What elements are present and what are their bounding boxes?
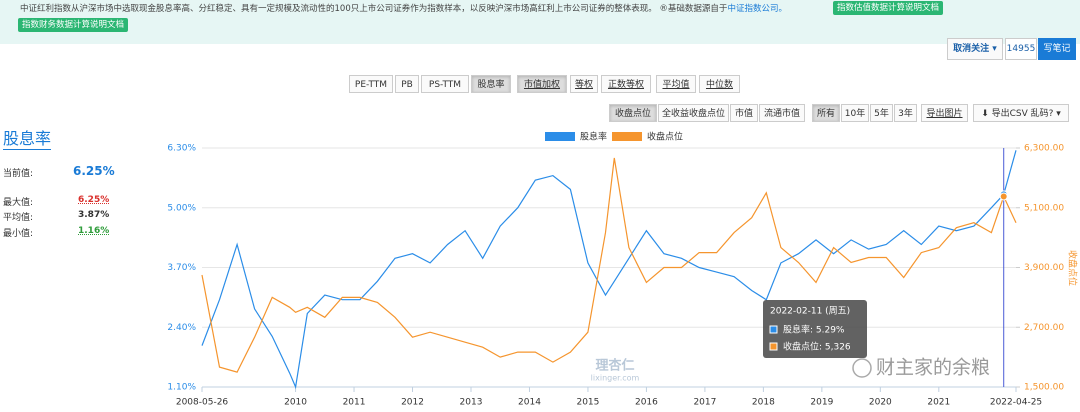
y-tick-label: 2.40% bbox=[167, 323, 196, 333]
follow-count: 14955 bbox=[1005, 38, 1037, 60]
stat-value: 6.25% bbox=[73, 164, 115, 178]
metric-tab[interactable]: PE-TTM bbox=[349, 75, 393, 93]
metric-tab[interactable]: 股息率 bbox=[471, 75, 511, 93]
tooltip-swatch bbox=[769, 342, 778, 351]
x-tick-label: 2011 bbox=[343, 398, 366, 408]
watermark: lixinger.com bbox=[591, 374, 640, 383]
x-tick-label: 2017 bbox=[693, 398, 716, 408]
description: 中证红利指数从沪深市场中选取现金股息率高、分红稳定、具有一定规模及流动性的100… bbox=[20, 2, 787, 14]
weight-tab[interactable]: 市值加权 bbox=[517, 75, 567, 93]
legend-label: 股息率 bbox=[580, 131, 607, 143]
y2-tick-label: 1,500.00 bbox=[1024, 383, 1064, 393]
range-tab[interactable]: 5年 bbox=[870, 104, 893, 122]
series-tab[interactable]: 全收益收盘点位 bbox=[658, 104, 729, 122]
x-tick-label: 2015 bbox=[576, 398, 599, 408]
y2-tick-label: 2,700.00 bbox=[1024, 323, 1064, 333]
series-tab[interactable]: 流通市值 bbox=[759, 104, 805, 122]
y2-tick-label: 3,900.00 bbox=[1024, 263, 1064, 273]
weight-tab[interactable]: 正数等权 bbox=[601, 75, 651, 93]
y-tick-label: 1.10% bbox=[167, 383, 196, 393]
stat-label: 最大值: bbox=[3, 198, 34, 208]
metric-tab[interactable]: PS-TTM bbox=[421, 75, 469, 93]
stat-label: 当前值: bbox=[3, 169, 34, 179]
weight-tab[interactable]: 平均值 bbox=[656, 75, 696, 93]
doc-button[interactable]: 指数财务数据计算说明文档 bbox=[18, 18, 129, 32]
doc-button[interactable]: 指数估值数据计算说明文档 bbox=[833, 1, 944, 15]
desc-text: 中证红利指数从沪深市场中选取现金股息率高、分红稳定、具有一定规模及流动性的100… bbox=[20, 4, 728, 14]
range-tab[interactable]: 10年 bbox=[841, 104, 869, 122]
y2-tick-label: 6,300.00 bbox=[1024, 144, 1064, 154]
series-tab[interactable]: 市值 bbox=[730, 104, 758, 122]
legend-label: 收盘点位 bbox=[647, 131, 683, 143]
metric-tab[interactable]: PB bbox=[395, 75, 419, 93]
stat-value: 3.87% bbox=[78, 210, 110, 220]
source-link[interactable]: 中证指数公司。 bbox=[727, 4, 787, 14]
x-tick-label: 2010 bbox=[284, 398, 307, 408]
weight-tab[interactable]: 等权 bbox=[570, 75, 598, 93]
tooltip-swatch bbox=[769, 325, 778, 334]
x-tick-label: 2020 bbox=[869, 398, 892, 408]
note-button[interactable]: 写笔记 bbox=[1038, 38, 1076, 60]
tooltip-row: 收盘点位: 5,326 bbox=[783, 341, 851, 353]
x-tick-label: 2021 bbox=[927, 398, 950, 408]
series-line bbox=[201, 157, 1017, 373]
x-tick-label: 2014 bbox=[518, 398, 541, 408]
x-tick-label: 2022-04-25 bbox=[990, 398, 1042, 408]
series-tab[interactable]: 收盘点位 bbox=[609, 104, 657, 122]
tooltip-row: 股息率: 5.29% bbox=[783, 324, 845, 336]
y2-tick-label: 5,100.00 bbox=[1024, 203, 1064, 213]
weight-tab[interactable]: 中位数 bbox=[699, 75, 740, 93]
watermark-icon bbox=[852, 358, 872, 378]
stat-value: 1.16% bbox=[78, 226, 110, 236]
tooltip-title: 2022-02-11 (周五) bbox=[770, 306, 850, 317]
range-tab[interactable]: 3年 bbox=[894, 104, 917, 122]
tooltip bbox=[763, 300, 867, 358]
x-tick-label: 2008-05-26 bbox=[176, 398, 229, 408]
stat-label: 最小值: bbox=[3, 229, 34, 239]
y-tick-label: 3.70% bbox=[167, 263, 196, 273]
export-csv[interactable]: ⬇ 导出CSV 乱码? ▾ bbox=[973, 104, 1069, 122]
y-tick-label: 5.00% bbox=[167, 203, 196, 213]
y2-axis-title: 收盘点位 bbox=[1067, 250, 1079, 286]
x-tick-label: 2019 bbox=[810, 398, 833, 408]
hover-point bbox=[999, 190, 1008, 199]
x-tick-label: 2016 bbox=[635, 398, 658, 408]
range-tab[interactable]: 所有 bbox=[812, 104, 840, 122]
watermark: 财主家的余粮 bbox=[876, 357, 990, 379]
x-tick-label: 2018 bbox=[752, 398, 775, 408]
series-line bbox=[201, 150, 1017, 390]
unfollow-button[interactable]: 取消关注 ▾ bbox=[947, 38, 1003, 60]
x-tick-label: 2012 bbox=[401, 398, 424, 408]
stat-value: 6.25% bbox=[78, 195, 110, 205]
stat-label: 平均值: bbox=[3, 213, 34, 223]
watermark: 理杏仁 bbox=[595, 358, 634, 374]
x-tick-label: 2013 bbox=[460, 398, 483, 408]
export-image[interactable]: 导出图片 bbox=[921, 104, 968, 122]
hover-point bbox=[999, 192, 1008, 201]
y-tick-label: 6.30% bbox=[167, 144, 196, 154]
legend-swatch bbox=[545, 132, 575, 141]
legend-swatch bbox=[612, 132, 642, 141]
sidebar-title: 股息率 bbox=[3, 125, 52, 150]
